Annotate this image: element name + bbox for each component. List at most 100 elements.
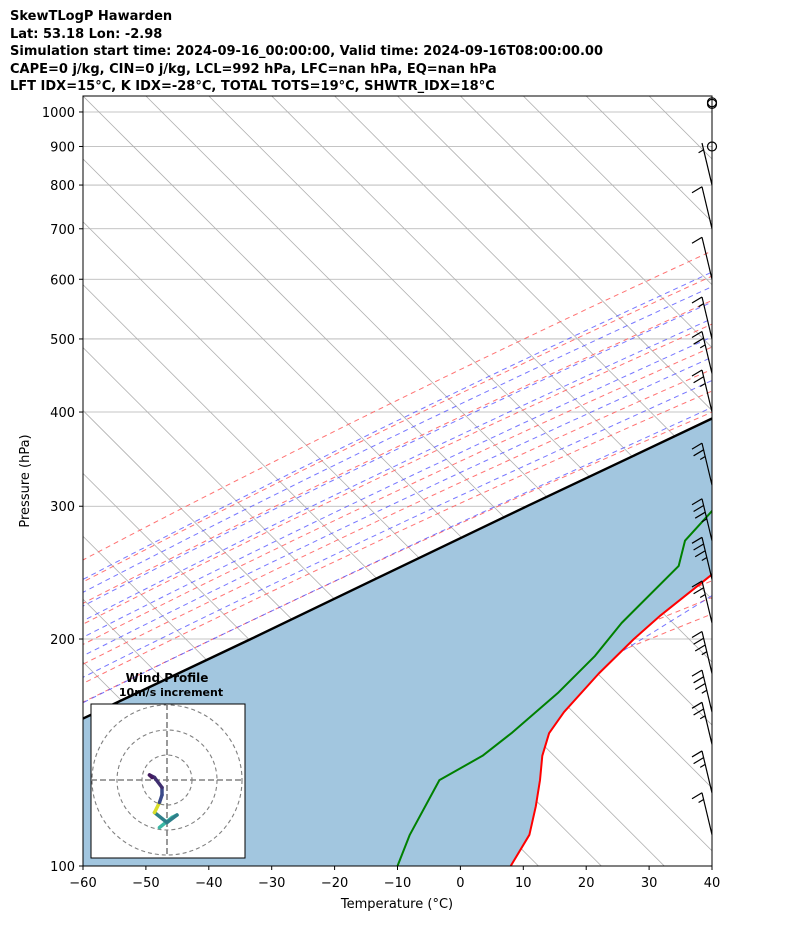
y-tick-label: 700	[50, 223, 75, 238]
barb-staff	[701, 580, 713, 624]
y-tick-label: 400	[50, 406, 75, 421]
wind-barb	[691, 236, 713, 280]
barb-flag	[691, 669, 703, 677]
wind-barb	[691, 442, 713, 486]
isotherm-line	[523, 96, 712, 286]
axes: −60 −50 −40 −30 −20 −10 0 10 20 30 40 100 200 300 400 5…	[42, 106, 720, 891]
isotherm-line	[83, 158, 712, 789]
parcel-path-line	[83, 417, 712, 720]
barb-half-flag	[701, 651, 708, 656]
barb-staff	[701, 186, 713, 229]
hodograph-content	[91, 704, 245, 858]
barb-flag	[691, 498, 703, 506]
temperature-line	[509, 573, 712, 866]
barb-flag	[691, 631, 703, 639]
barb-flag	[693, 449, 704, 457]
barb-half-flag	[698, 149, 704, 154]
dry-adiabat-line	[83, 250, 712, 561]
barb-half-flag	[699, 763, 706, 768]
x-tick-label: 0	[456, 876, 464, 891]
barb-flag	[693, 757, 704, 765]
isotherm-line	[775, 96, 794, 866]
barb-flag	[694, 511, 706, 519]
barb-half-flag	[698, 303, 704, 308]
wind-barbs	[691, 97, 718, 835]
hodograph-segment	[152, 800, 162, 815]
x-tick-label: −30	[258, 876, 285, 891]
y-tick-label: 800	[50, 179, 75, 194]
barb-flag	[694, 550, 706, 558]
dewpoint-line	[396, 509, 712, 866]
barb-half-flag	[698, 798, 704, 804]
station-title: SkewTLogP Hawarden	[10, 9, 173, 24]
x-tick-label: 10	[515, 876, 532, 891]
wind-barb	[691, 631, 713, 674]
hodograph-segment	[152, 810, 169, 825]
barb-flag	[691, 236, 703, 244]
convective-parameters: CAPE=0 j/kg, CIN=0 j/kg, LCL=992 hPa, LF…	[10, 61, 497, 77]
barb-flag	[691, 186, 703, 194]
wind-barb	[691, 669, 713, 713]
chart-header: SkewTLogP Hawarden Lat: 53.18 Lon: -2.98…	[10, 8, 603, 96]
barb-flag	[693, 376, 704, 384]
barb-flag	[693, 337, 704, 345]
barb-flag	[691, 536, 703, 544]
barb-flag	[694, 683, 706, 691]
barb-flag	[691, 442, 703, 450]
x-tick-label: 20	[578, 876, 595, 891]
barb-half-flag	[701, 518, 708, 523]
wind-barb	[691, 186, 713, 229]
barb-staff	[701, 792, 713, 835]
x-tick-label: 30	[641, 876, 658, 891]
wind-barb	[691, 750, 713, 794]
isotherm-line	[334, 96, 712, 474]
barb-half-flag	[699, 382, 706, 387]
barb-flag	[691, 296, 703, 304]
x-tick-label: −10	[384, 876, 411, 891]
moist-adiabat-line	[83, 379, 712, 678]
hodograph-segment	[165, 813, 179, 825]
barb-half-flag	[699, 715, 706, 720]
barb-half-flag	[699, 456, 706, 461]
x-tick-label: 40	[704, 876, 721, 891]
barb-flag	[693, 587, 704, 595]
wind-barb	[698, 142, 713, 186]
y-tick-label: 200	[50, 633, 75, 648]
barb-flag	[693, 504, 704, 512]
calm-wind-circle	[706, 141, 718, 152]
isotherm-line	[83, 96, 712, 726]
y-tick-label: 900	[50, 140, 75, 155]
barb-flag	[691, 792, 703, 800]
y-tick-label: 300	[50, 500, 75, 515]
barb-flag	[694, 644, 706, 652]
barb-flag	[691, 369, 703, 377]
wind-barb	[691, 296, 713, 340]
wind-barb	[706, 141, 718, 152]
barb-staff	[701, 631, 713, 674]
barb-staff	[701, 237, 713, 280]
x-tick-label: −40	[195, 876, 222, 891]
moist-adiabat-line	[83, 271, 712, 581]
x-axis-label: Temperature (°C)	[340, 897, 453, 912]
barb-staff	[701, 331, 713, 374]
y-axis-label: Pressure (hPa)	[18, 434, 33, 527]
isotherm-line	[397, 96, 712, 412]
x-tick-label: −50	[132, 876, 159, 891]
barb-flag	[693, 708, 704, 716]
hodograph-segment	[147, 773, 154, 780]
x-tick-label: −20	[321, 876, 348, 891]
dry-adiabat-line	[83, 275, 712, 583]
isotherm-line	[711, 96, 712, 97]
wind-barb	[691, 792, 713, 835]
calm-wind-circle	[706, 98, 718, 109]
barb-staff	[701, 669, 713, 713]
barb-flag	[691, 330, 703, 338]
barb-flag	[693, 543, 704, 551]
isotherm-line	[83, 221, 712, 852]
dry-adiabat-line	[83, 323, 712, 625]
wind-barb	[691, 330, 713, 374]
hodograph-segment	[152, 775, 164, 790]
isotherm-line	[460, 96, 712, 349]
